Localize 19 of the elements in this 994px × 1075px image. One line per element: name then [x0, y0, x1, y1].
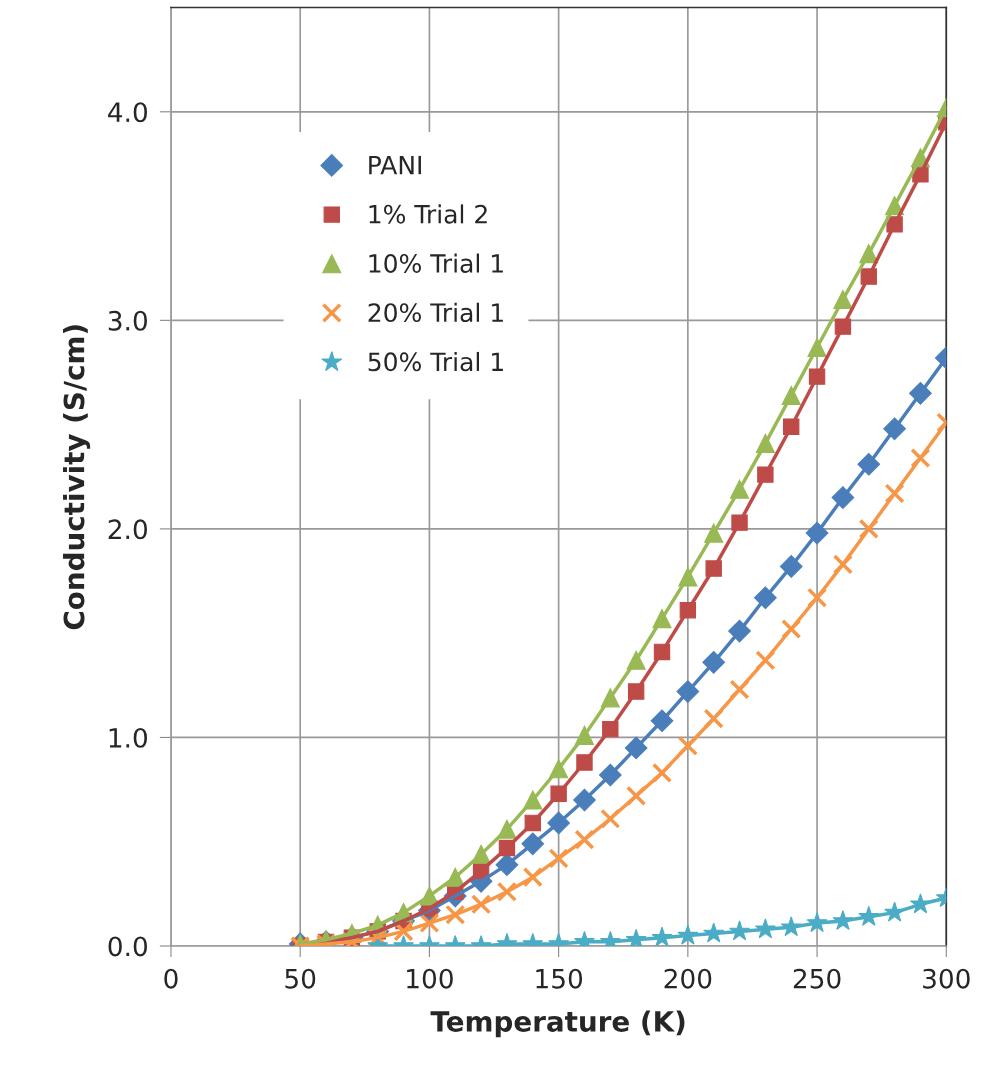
- x-tick-label: 150: [536, 968, 583, 989]
- x-tick-label: 100: [407, 968, 453, 989]
- x-tick-label: 0: [164, 968, 178, 989]
- y-tick-label: 1.0: [109, 727, 147, 748]
- x-axis-title: Temperature (K): [430, 1010, 685, 1038]
- x-tick-label: 50: [285, 968, 316, 989]
- y-tick-label: 0.0: [108, 936, 147, 957]
- y-axis-title: Conductivity (S/cm): [63, 325, 91, 630]
- legend-label: 20% Trial 1: [368, 302, 503, 323]
- y-tick-label: 3.0: [108, 310, 147, 331]
- x-tick-label: 300: [923, 968, 970, 989]
- x-tick-label: 250: [793, 968, 841, 989]
- x-tick-label: 200: [664, 968, 712, 989]
- y-tick-label: 4.0: [108, 102, 147, 123]
- y-tick-label: 2.0: [108, 519, 147, 540]
- legend-label: PANI: [369, 155, 421, 175]
- legend-label: 10% Trial 1: [369, 253, 503, 273]
- legend-label: 1% Trial 2: [369, 204, 487, 224]
- legend-label: 50% Trial 1: [368, 351, 503, 372]
